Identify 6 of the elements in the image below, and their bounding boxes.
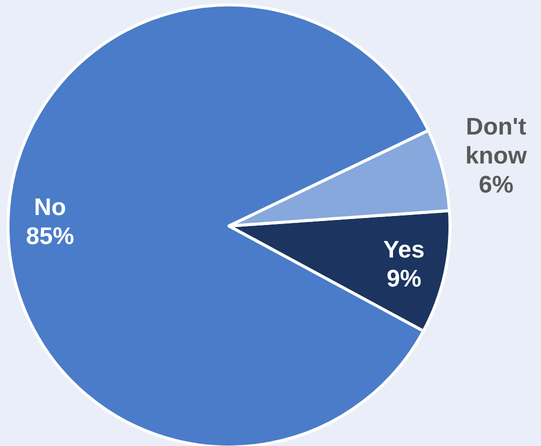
data-label: 9% (386, 265, 422, 292)
data-label: 6% (478, 171, 514, 198)
data-label: 85% (26, 223, 74, 250)
slice-label: Don't know (465, 113, 528, 170)
slice-label: Yes (383, 236, 425, 264)
slice-label: No (34, 194, 66, 222)
